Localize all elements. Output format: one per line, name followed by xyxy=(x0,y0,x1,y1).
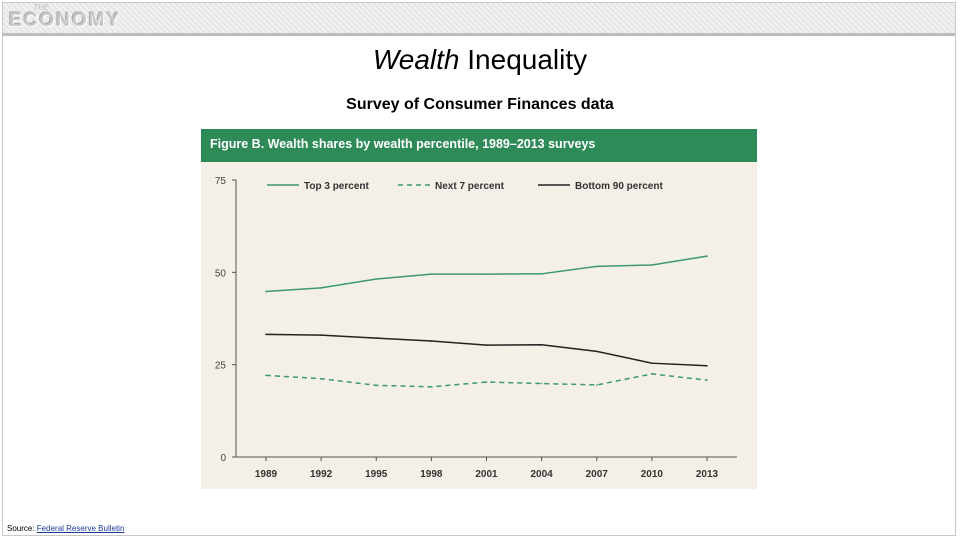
y-tick-label: 50 xyxy=(215,268,227,279)
data-point-next-7-percent xyxy=(320,377,322,380)
data-point-bottom-90-percent xyxy=(706,364,708,367)
data-point-top-3-percent xyxy=(706,255,708,257)
chart-figure: Figure B. Wealth shares by wealth percen… xyxy=(201,129,757,489)
data-point-top-3-percent xyxy=(320,287,322,289)
x-tick-label: 2013 xyxy=(696,469,719,480)
source-note: Source: Federal Reserve Bulletin xyxy=(7,524,124,533)
data-point-bottom-90-percent xyxy=(485,344,488,346)
figure-header: Figure B. Wealth shares by wealth percen… xyxy=(201,129,757,162)
data-point-next-7-percent xyxy=(375,384,378,387)
economy-logo: ECONOMY xyxy=(9,10,122,31)
data-point-bottom-90-percent xyxy=(651,362,653,364)
y-tick-label: 25 xyxy=(215,361,227,372)
data-point-top-3-percent xyxy=(265,290,267,293)
x-tick-label: 2004 xyxy=(531,469,554,480)
data-point-top-3-percent xyxy=(540,273,543,275)
logo-small-text: THE xyxy=(33,3,49,12)
slide-subtitle: Survey of Consumer Finances data xyxy=(346,96,614,113)
header-band: THE ECONOMY xyxy=(3,3,955,36)
data-point-bottom-90-percent xyxy=(375,337,378,339)
legend-label-next-7-percent: Next 7 percent xyxy=(435,181,505,192)
data-point-next-7-percent xyxy=(485,381,488,383)
data-point-next-7-percent xyxy=(595,384,598,386)
line-chart: 0 25 50 75 1989 1992 1995 1998 2001 2004 2007 2010 2… xyxy=(215,176,737,480)
y-tick-label: 75 xyxy=(215,176,227,187)
slide-title-rest: Inequality xyxy=(459,44,588,75)
data-point-top-3-percent xyxy=(375,278,378,280)
data-point-bottom-90-percent xyxy=(265,333,267,336)
data-point-next-7-percent xyxy=(430,386,433,388)
legend-label-top-3-percent: Top 3 percent xyxy=(304,181,369,192)
x-tick-label: 2010 xyxy=(641,469,664,480)
data-point-bottom-90-percent xyxy=(320,334,322,336)
x-tick-label: 2007 xyxy=(586,469,609,480)
data-point-bottom-90-percent xyxy=(595,350,598,353)
x-tick-label: 2001 xyxy=(475,469,498,480)
data-point-bottom-90-percent xyxy=(430,340,433,342)
data-point-top-3-percent xyxy=(595,265,598,268)
data-point-top-3-percent xyxy=(430,273,433,275)
slide-title-emphasis: Wealth xyxy=(372,44,460,75)
data-point-top-3-percent xyxy=(651,264,653,266)
source-label: Source: xyxy=(7,524,37,533)
data-point-next-7-percent xyxy=(651,373,653,375)
data-point-next-7-percent xyxy=(265,374,267,377)
x-tick-label: 1995 xyxy=(365,469,388,480)
legend-label-bottom-90-percent: Bottom 90 percent xyxy=(575,181,663,192)
slide-title: Wealth Inequality xyxy=(0,44,960,76)
series-line-bottom-90-percent xyxy=(265,333,708,367)
chart-title: Figure B. Wealth shares by wealth percen… xyxy=(210,137,596,151)
source-link[interactable]: Federal Reserve Bulletin xyxy=(36,524,125,533)
data-point-next-7-percent xyxy=(706,379,708,381)
data-point-next-7-percent xyxy=(540,382,543,385)
data-point-top-3-percent xyxy=(485,273,488,275)
series-line-next-7-percent xyxy=(265,373,708,388)
y-tick-label: 0 xyxy=(220,453,226,464)
x-tick-label: 1992 xyxy=(310,469,333,480)
x-tick-label: 1998 xyxy=(420,469,443,480)
x-tick-label: 1989 xyxy=(255,469,278,480)
data-point-bottom-90-percent xyxy=(540,343,543,346)
